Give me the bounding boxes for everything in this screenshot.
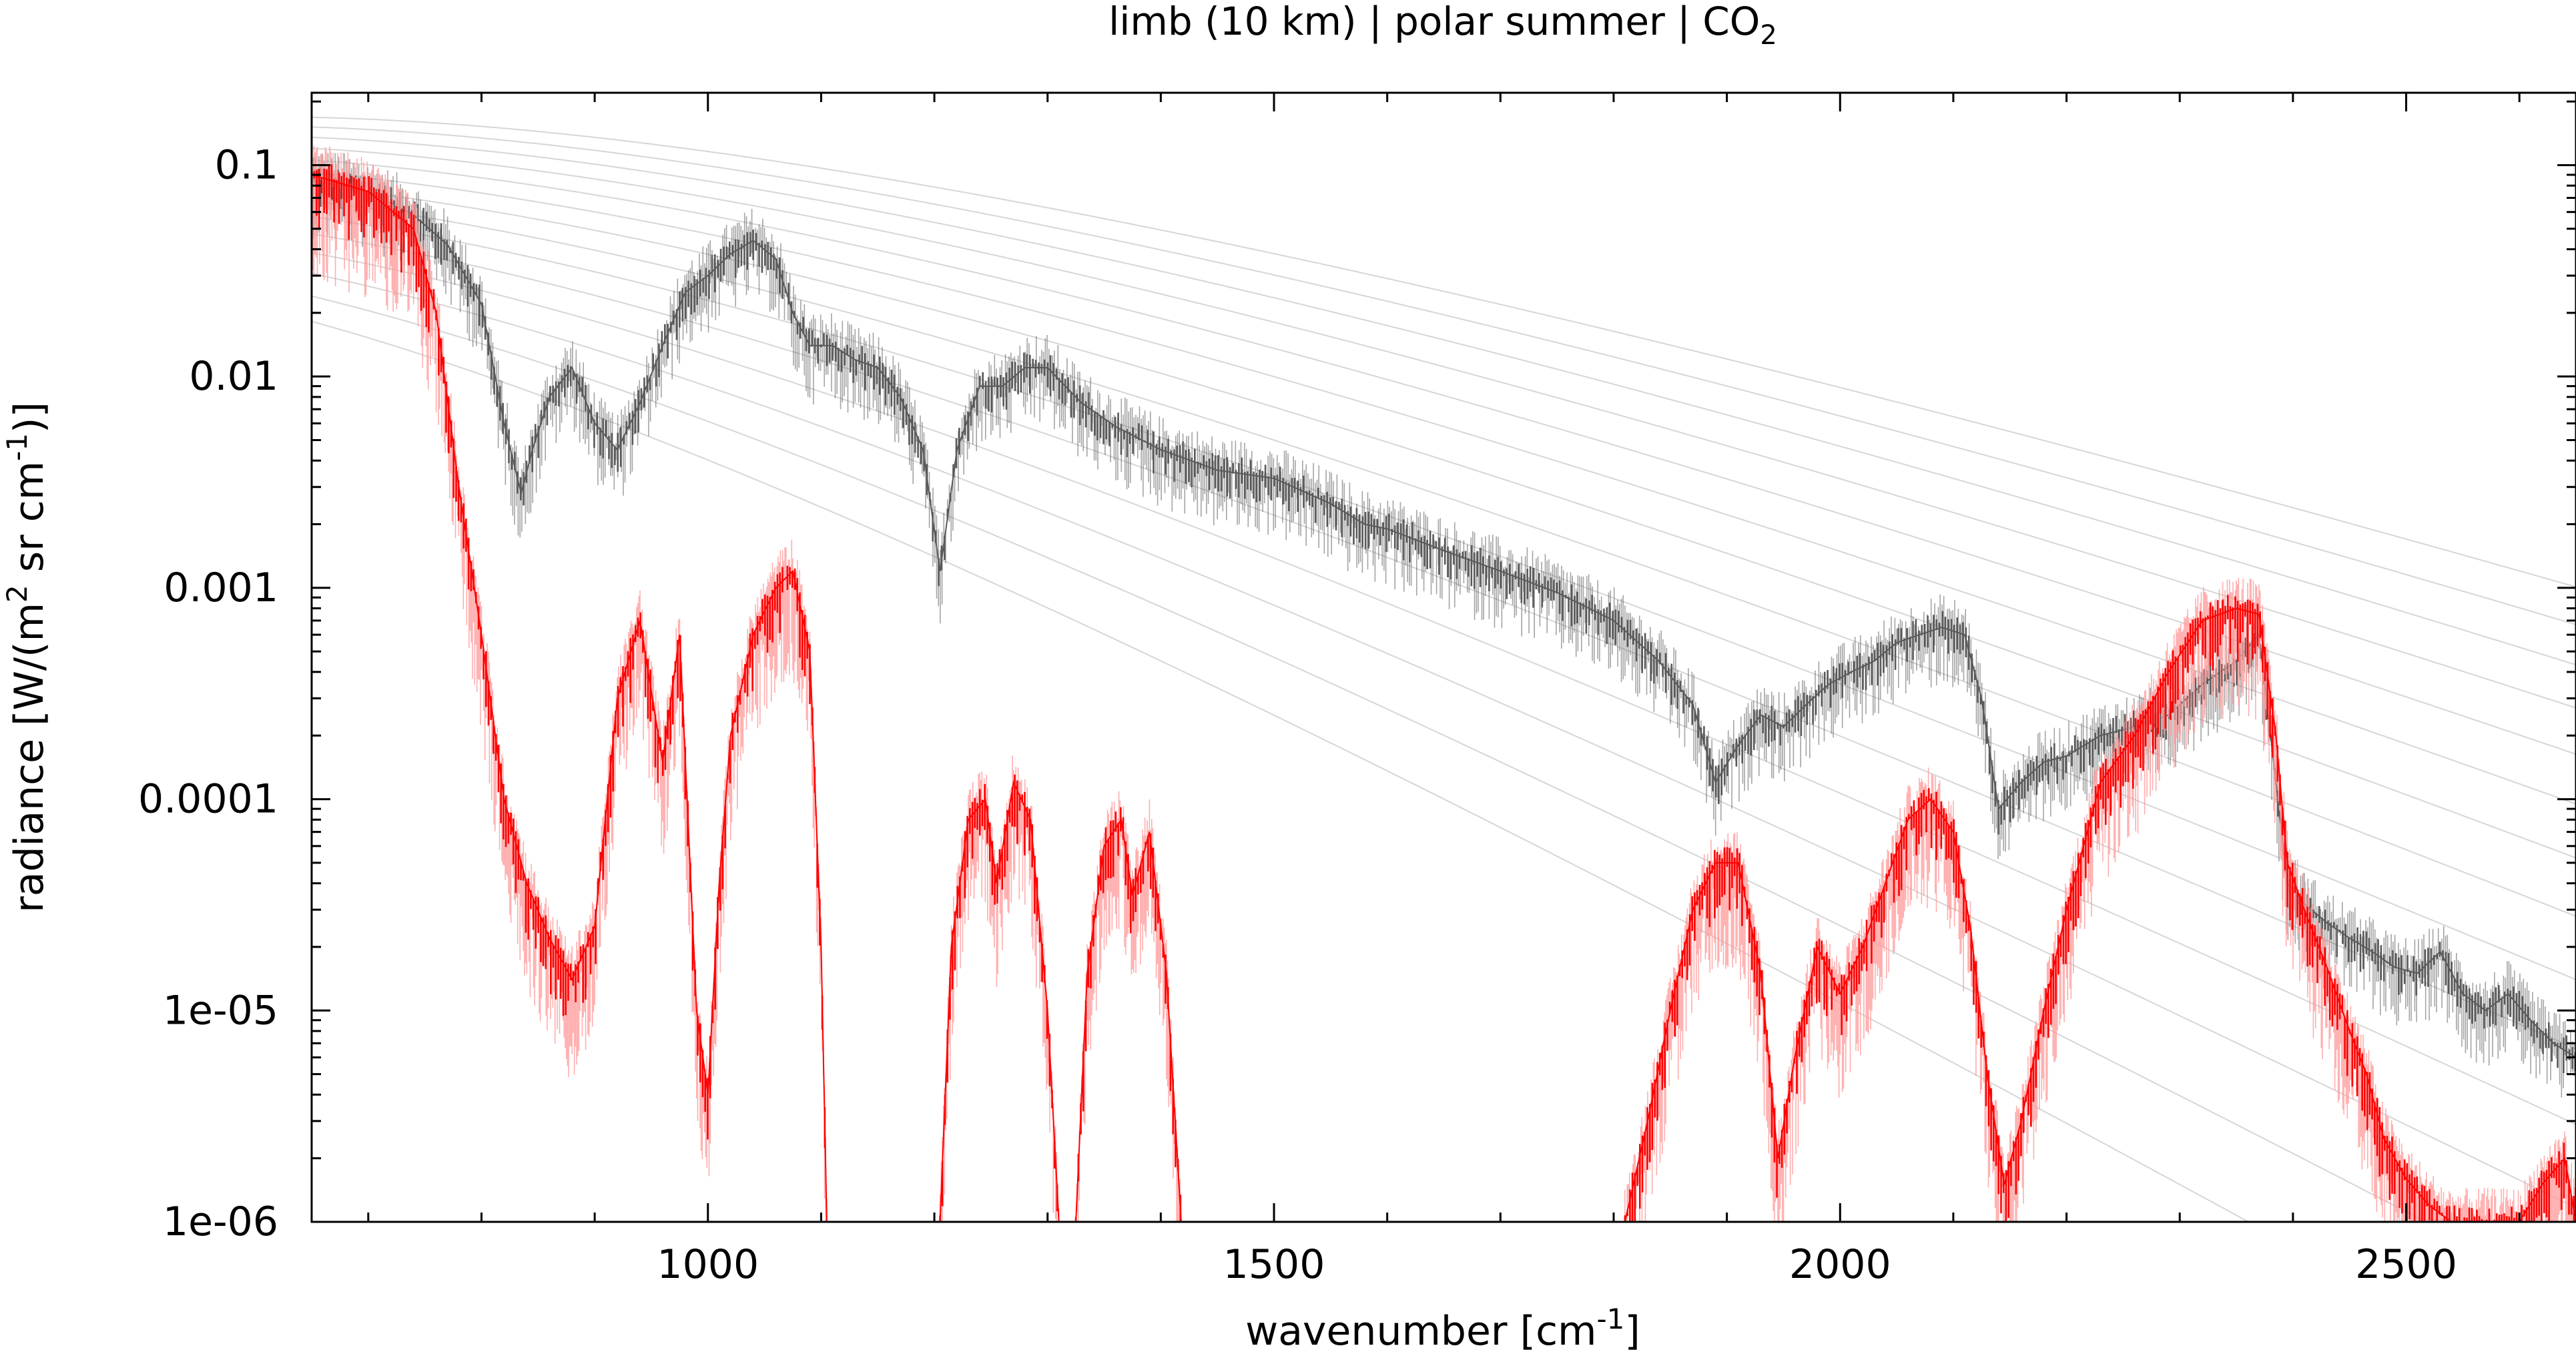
planck-curve-190k	[311, 295, 2548, 1223]
co2-radiance-series-4	[1624, 577, 2576, 1223]
x-tick-label-1000: 1000	[657, 1241, 759, 1288]
co2-line-hatch-1	[311, 145, 828, 1222]
tick-labels: 1000 1500 2000 2500 0.1 0.01 0.001 0.0001 1e-05 1…	[138, 141, 2457, 1288]
planck-curve-290k	[311, 136, 2576, 666]
y-axis-title: radiance [W/(m2 sr cm-1)]	[1, 402, 53, 913]
co2-line-hatch-2	[939, 755, 1060, 1222]
co2-line-core-4	[1624, 595, 2575, 1222]
x-axis-title: wavenumber [cm-1]	[1245, 1303, 1640, 1355]
co2-envelope-1	[311, 174, 828, 1223]
planck-curve-250k	[311, 186, 2576, 859]
y-tick-label-0: 0.1	[215, 141, 278, 188]
tick-marks	[312, 93, 2576, 1223]
co2-line-core-2	[939, 774, 1058, 1222]
x-axis-title-sup: -1	[1597, 1303, 1625, 1335]
co2-envelope-2	[939, 780, 1060, 1223]
chart-title-text: limb (10 km) | polar summer | CO	[1108, 0, 1760, 44]
co2-radiance-series-3	[1074, 791, 1182, 1223]
planck-curve-180k	[311, 320, 2361, 1223]
y-axis-title-sup1: 2	[1, 585, 33, 603]
y-axis-title-end: )]	[6, 402, 53, 433]
y-axis-title-sup2: -1	[1, 433, 33, 461]
planck-curve-310k	[311, 116, 2576, 588]
chart-title-subscript: 2	[1760, 20, 1777, 51]
y-axis-title-text: radiance [W/(m	[6, 603, 53, 913]
planck-curve-240k	[311, 200, 2576, 917]
y-tick-label-4: 1e-05	[163, 987, 278, 1034]
planck-curve-210k	[311, 252, 2576, 1126]
co2-line-hatch-4	[1624, 577, 2576, 1222]
y-tick-label-2: 0.001	[164, 565, 278, 611]
x-axis-title-end: ]	[1624, 1308, 1640, 1355]
planck-curve-220k	[311, 233, 2576, 1050]
planck-curve-200k	[311, 272, 2576, 1209]
planck-curve-280k	[311, 147, 2576, 709]
x-tick-label-1500: 1500	[1223, 1241, 1325, 1288]
x-axis-title-text: wavenumber [cm	[1245, 1308, 1596, 1355]
y-tick-label-3: 0.0001	[138, 776, 278, 823]
x-tick-label-2500: 2500	[2355, 1241, 2457, 1288]
planck-curve-300k	[311, 126, 2576, 625]
x-tick-label-2000: 2000	[1789, 1241, 1891, 1288]
chart-title: limb (10 km) | polar summer | CO2	[1108, 0, 1777, 51]
y-tick-label-5: 1e-06	[163, 1199, 278, 1245]
y-axis-title-mid: sr cm	[6, 461, 53, 585]
co2-radiance-series-1	[310, 145, 828, 1223]
co2-envelope-3	[1075, 817, 1182, 1223]
co2-envelope-4	[1624, 607, 2576, 1223]
plot-frame	[310, 91, 2576, 1223]
co2-radiance-series-2	[939, 755, 1060, 1223]
series-layer	[310, 145, 2576, 1223]
y-tick-label-1: 0.01	[189, 353, 278, 400]
